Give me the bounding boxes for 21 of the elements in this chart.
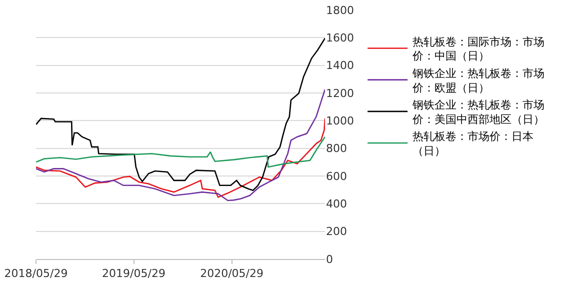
y-tick-label: 1200 — [326, 86, 354, 100]
y-tick-label: 800 — [326, 142, 347, 156]
y-tick-label: 1600 — [326, 32, 354, 45]
line-series — [36, 136, 325, 168]
y-tick-label: 1000 — [326, 114, 354, 128]
line-series — [36, 118, 325, 198]
line-series — [36, 88, 325, 202]
line-series — [36, 38, 325, 192]
legend-label: 钢铁企业：热轧板卷：市场价：美国中西部地区（日） — [412, 98, 545, 126]
x-tick-label: 2018/05/29 — [4, 267, 68, 280]
y-tick-label: 200 — [326, 225, 347, 238]
y-tick-label: 1400 — [326, 59, 354, 72]
legend-label: 热轧板卷：国际市场：市场价：中国（日） — [412, 35, 545, 63]
y-tick-label: 0 — [326, 252, 333, 266]
y-tick-label: 600 — [326, 170, 347, 183]
x-tick-label: 2020/05/29 — [200, 267, 264, 280]
legend-label: 热轧板卷：市场价：日本（日） — [412, 130, 534, 158]
y-tick-label: 400 — [326, 198, 347, 211]
legend-label: 钢铁企业：热轧板卷：市场价：欧盟（日） — [412, 66, 545, 94]
y-tick-label: 1800 — [326, 4, 354, 17]
x-tick-label: 2019/05/29 — [102, 267, 166, 280]
